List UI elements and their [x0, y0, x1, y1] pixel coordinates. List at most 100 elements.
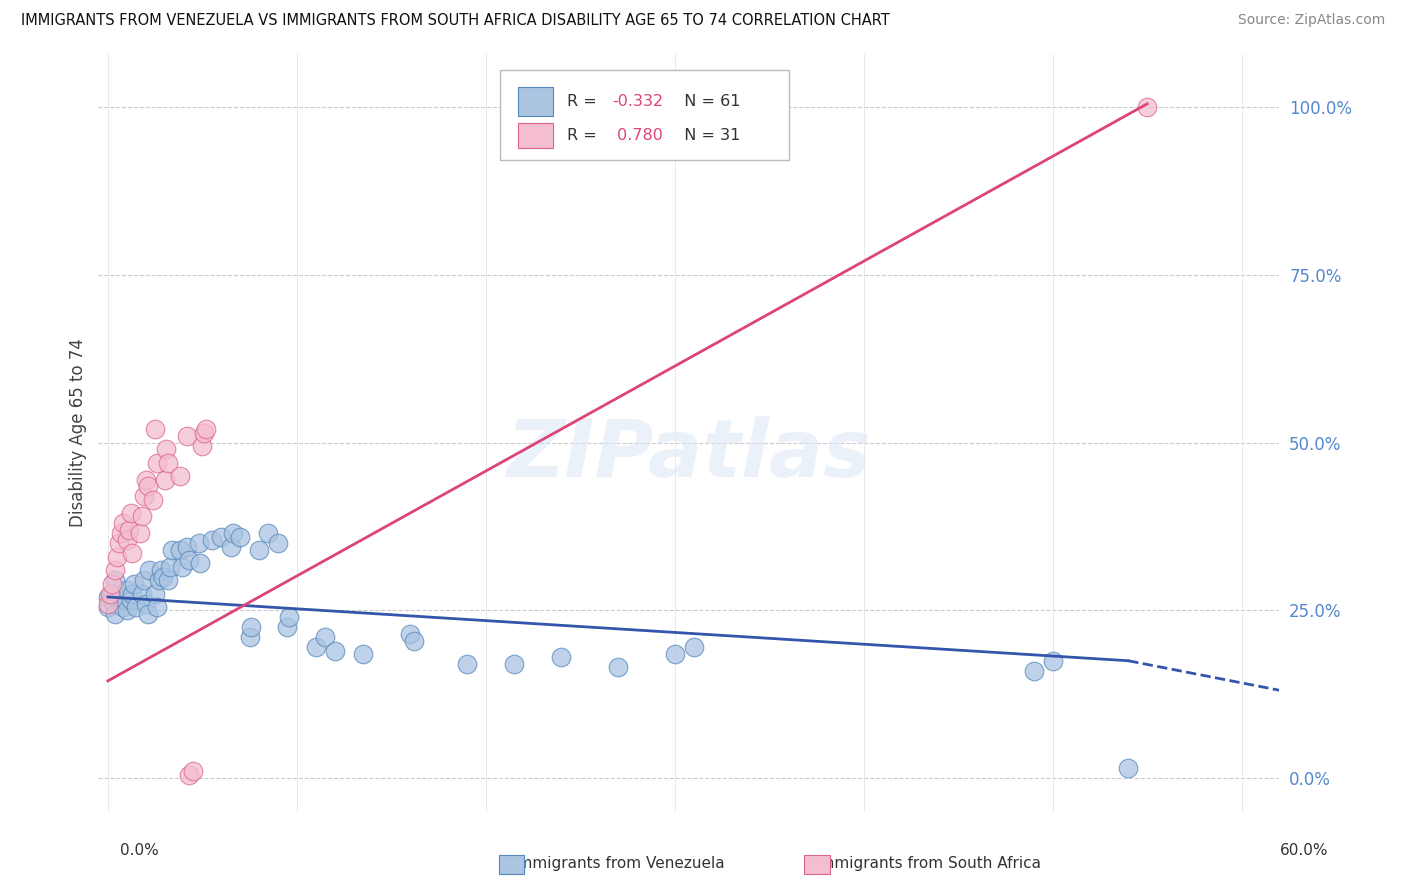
Point — [323, 643, 346, 657]
Point — [1042, 654, 1064, 668]
Point — [402, 633, 425, 648]
Point — [152, 570, 174, 584]
Text: 0.780: 0.780 — [612, 128, 664, 144]
Point — [193, 425, 215, 440]
Point — [209, 530, 232, 544]
Text: R =: R = — [567, 128, 602, 144]
Point — [664, 647, 686, 661]
Point — [314, 630, 336, 644]
Point — [352, 647, 374, 661]
Point — [170, 559, 193, 574]
Point — [135, 597, 157, 611]
Point — [114, 593, 136, 607]
Point — [607, 660, 630, 674]
Text: -0.332: -0.332 — [612, 94, 664, 109]
Text: 60.0%: 60.0% — [1281, 843, 1329, 858]
Point — [115, 603, 138, 617]
Point — [136, 607, 159, 621]
Point — [1022, 664, 1045, 678]
Point — [201, 533, 224, 547]
Point — [104, 607, 127, 621]
Point — [146, 456, 169, 470]
Point — [399, 627, 422, 641]
Point — [111, 600, 134, 615]
Point — [169, 543, 191, 558]
Point — [110, 590, 132, 604]
Point — [160, 543, 183, 558]
Point — [120, 506, 142, 520]
Point — [148, 573, 170, 587]
Bar — [517, 123, 553, 148]
Point — [104, 573, 127, 587]
Point — [125, 600, 148, 615]
Point — [153, 473, 176, 487]
Point — [157, 456, 180, 470]
Point — [157, 573, 180, 587]
Point — [111, 516, 134, 531]
Bar — [804, 855, 830, 874]
Point — [108, 536, 131, 550]
Point — [239, 630, 262, 644]
Point — [124, 576, 146, 591]
Point — [219, 540, 242, 554]
Point — [267, 536, 290, 550]
Bar — [499, 855, 524, 874]
Point — [132, 489, 155, 503]
Point — [195, 422, 218, 436]
Text: IMMIGRANTS FROM VENEZUELA VS IMMIGRANTS FROM SOUTH AFRICA DISABILITY AGE 65 TO 7: IMMIGRANTS FROM VENEZUELA VS IMMIGRANTS … — [21, 13, 890, 29]
Text: Immigrants from Venezuela: Immigrants from Venezuela — [513, 856, 724, 871]
Point — [143, 587, 166, 601]
Point — [1116, 761, 1139, 775]
Point — [142, 492, 165, 507]
Point — [120, 593, 142, 607]
Point — [121, 587, 143, 601]
Point — [97, 597, 120, 611]
Bar — [517, 87, 553, 116]
Point — [176, 429, 198, 443]
Point — [129, 526, 152, 541]
Point — [229, 530, 252, 544]
Point — [276, 620, 298, 634]
Point — [190, 557, 212, 571]
Point — [115, 533, 138, 547]
Point — [179, 768, 201, 782]
Point — [278, 610, 301, 624]
Point — [149, 563, 172, 577]
Point — [100, 587, 122, 601]
Point — [131, 509, 153, 524]
Point — [136, 479, 159, 493]
Point — [240, 620, 263, 634]
Text: Source: ZipAtlas.com: Source: ZipAtlas.com — [1237, 13, 1385, 28]
Point — [132, 573, 155, 587]
Point — [115, 583, 138, 598]
Point — [257, 526, 280, 541]
Point — [104, 563, 127, 577]
Point — [503, 657, 526, 672]
Text: 0.0%: 0.0% — [120, 843, 159, 858]
Point — [98, 587, 121, 601]
Text: ZIPatlas: ZIPatlas — [506, 417, 872, 494]
Point — [118, 523, 141, 537]
Point — [138, 563, 160, 577]
Point — [159, 559, 181, 574]
Point — [682, 640, 704, 655]
Text: N = 31: N = 31 — [673, 128, 740, 144]
Point — [121, 546, 143, 560]
Text: N = 61: N = 61 — [673, 94, 740, 109]
Point — [135, 473, 157, 487]
Y-axis label: Disability Age 65 to 74: Disability Age 65 to 74 — [69, 338, 87, 527]
Point — [305, 640, 328, 655]
Point — [146, 600, 169, 615]
Point — [110, 526, 132, 541]
Point — [456, 657, 478, 672]
Point — [131, 587, 153, 601]
Point — [103, 597, 125, 611]
Text: R =: R = — [567, 94, 602, 109]
Point — [187, 536, 209, 550]
Point — [176, 540, 198, 554]
Point — [221, 526, 243, 541]
Point — [247, 543, 270, 558]
Point — [143, 422, 166, 436]
Point — [191, 439, 214, 453]
Point — [97, 590, 120, 604]
